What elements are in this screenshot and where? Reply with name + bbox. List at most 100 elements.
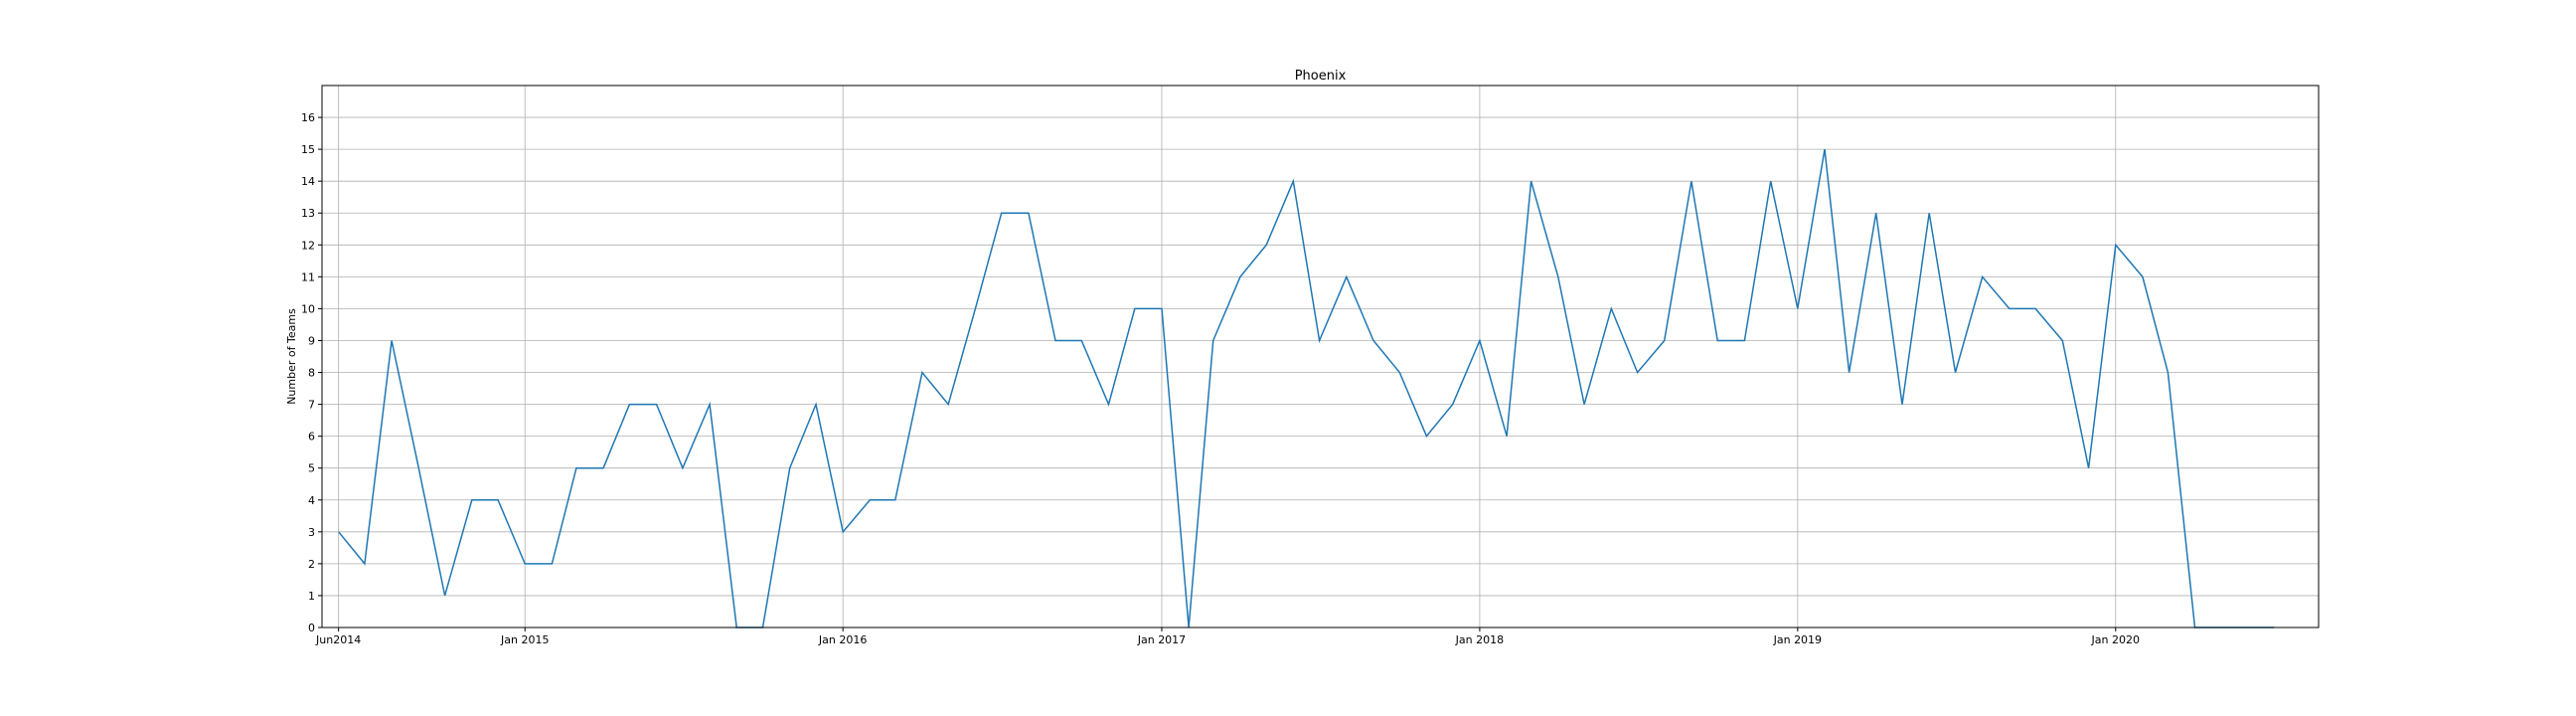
data-point: [1238, 275, 1241, 278]
series-layer: [337, 148, 2275, 628]
x-tick-label: Jun2014: [315, 633, 361, 646]
data-point: [814, 403, 817, 406]
data-point: [1265, 244, 1268, 247]
y-axis-label: Number of Teams: [285, 308, 298, 405]
data-point: [2061, 339, 2064, 342]
data-point: [1954, 371, 1957, 374]
y-tick-label: 11: [301, 270, 315, 283]
data-point: [842, 530, 845, 533]
data-point: [1690, 180, 1692, 183]
data-point: [1743, 339, 1746, 342]
data-point: [1107, 403, 1110, 406]
data-point: [1530, 180, 1532, 183]
y-tick-label: 9: [308, 334, 315, 347]
data-point: [709, 403, 712, 406]
y-tick-label: 6: [308, 431, 315, 444]
data-point: [574, 466, 577, 469]
x-tick-label: Jan 2018: [1455, 633, 1504, 646]
x-tick-label: Jan 2016: [818, 633, 867, 646]
data-point: [363, 562, 366, 565]
data-point: [524, 562, 527, 565]
data-point: [1054, 339, 1057, 342]
series-line: [338, 148, 2275, 628]
data-point: [893, 498, 896, 501]
data-point: [1133, 307, 1136, 310]
data-point: [391, 339, 394, 342]
data-point: [1160, 307, 1163, 310]
y-tick-label: 3: [308, 526, 315, 539]
data-point: [1027, 212, 1030, 215]
data-point: [1318, 339, 1321, 342]
y-tick-label: 2: [308, 558, 315, 571]
data-point: [1928, 212, 1931, 215]
y-tick-label: 4: [308, 494, 315, 507]
x-axis-ticks: Jun2014 Jan 2015 Jan 2016 Jan 2017 Jan 2018 J…: [315, 627, 2140, 646]
y-tick-label: 13: [301, 207, 315, 220]
data-point: [2141, 275, 2144, 278]
y-tick-label: 1: [308, 590, 315, 603]
data-point: [1556, 275, 1559, 278]
data-point: [1583, 403, 1586, 406]
data-point: [1796, 307, 1799, 310]
y-tick-label: 16: [301, 111, 315, 124]
data-point: [470, 498, 473, 501]
y-tick-label: 14: [301, 175, 315, 188]
data-point: [1848, 371, 1851, 374]
x-tick-label: Jan 2019: [1773, 633, 1822, 646]
data-point: [788, 466, 791, 469]
data-point: [1345, 275, 1348, 278]
data-point: [1000, 212, 1003, 215]
y-tick-label: 10: [301, 302, 315, 315]
data-point: [681, 466, 684, 469]
data-point: [1398, 371, 1401, 374]
data-point: [947, 403, 950, 406]
data-point: [2087, 466, 2090, 469]
data-point: [1981, 275, 1984, 278]
data-point: [1506, 435, 1509, 438]
data-point: [1874, 212, 1877, 215]
data-point: [974, 307, 977, 310]
y-tick-label: 0: [308, 622, 315, 634]
data-point: [1716, 339, 1719, 342]
data-point: [417, 466, 420, 469]
data-point: [2167, 371, 2170, 374]
y-tick-label: 12: [301, 239, 315, 252]
data-point: [1769, 180, 1772, 183]
data-point: [1901, 403, 1904, 406]
x-tick-label: Jan 2015: [500, 633, 549, 646]
y-tick-label: 8: [308, 367, 315, 380]
data-point: [1292, 180, 1295, 183]
data-point: [1663, 339, 1666, 342]
data-point: [628, 403, 631, 406]
data-point: [1371, 339, 1374, 342]
data-point: [1425, 435, 1428, 438]
data-point: [1478, 339, 1481, 342]
data-point: [1080, 339, 1083, 342]
data-point: [2008, 307, 2011, 310]
data-point: [1824, 148, 1827, 151]
data-point: [1211, 339, 1214, 342]
y-tick-label: 5: [308, 462, 315, 475]
y-tick-label: 7: [308, 399, 315, 412]
x-tick-label: Jan 2017: [1137, 633, 1186, 646]
data-point: [869, 498, 872, 501]
data-point: [602, 466, 605, 469]
data-point: [443, 594, 446, 597]
data-point: [2114, 244, 2117, 247]
data-point: [1610, 307, 1613, 310]
x-tick-label: Jan 2020: [2091, 633, 2140, 646]
plot-frame: [321, 85, 2320, 628]
data-point: [1636, 371, 1639, 374]
data-point: [497, 498, 500, 501]
y-tick-label: 15: [301, 143, 315, 156]
data-point: [551, 562, 554, 565]
data-point: [920, 371, 923, 374]
data-point: [655, 403, 658, 406]
chart-title: Phoenix: [1295, 69, 1347, 84]
data-point: [337, 530, 340, 533]
grid-lines: [322, 86, 2319, 628]
data-point: [2034, 307, 2037, 310]
data-point: [1451, 403, 1454, 406]
